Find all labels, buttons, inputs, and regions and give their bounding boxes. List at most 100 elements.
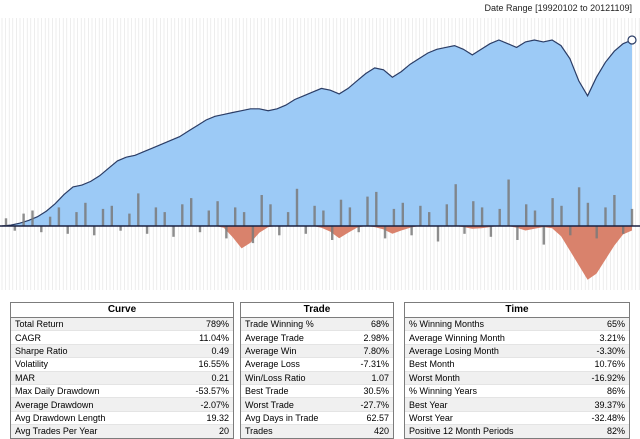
trade-bar [216, 201, 219, 226]
stat-value: 0.49 [170, 344, 233, 359]
stat-value: 0.21 [170, 371, 233, 385]
trade-bar [278, 226, 281, 236]
stat-value: 82% [570, 424, 629, 438]
curve-stat-row: CAGR 11.04% [11, 330, 233, 345]
stat-value: 19.32 [170, 411, 233, 426]
time-stat-row: Average Losing Month -3.30% [405, 344, 629, 359]
trade-bar [375, 191, 378, 226]
stat-value: 7.80% [347, 344, 393, 359]
equity-end-marker [627, 35, 637, 45]
curve-stat-row: Avg Trades Per Year 20 [11, 424, 233, 438]
stat-label: Best Year [405, 397, 571, 412]
trade-bar [569, 226, 572, 236]
trade-bar [163, 212, 166, 227]
stat-label: MAR [11, 371, 171, 385]
trade-bar [577, 187, 581, 227]
trade-bar [225, 226, 228, 239]
stat-label: Trade Winning % [241, 318, 348, 332]
stat-value: -27.7% [347, 397, 393, 412]
trade-bar [22, 213, 25, 226]
trade-bar [110, 205, 113, 226]
trade-bar [331, 226, 334, 240]
trade-bar [480, 207, 484, 226]
trade-stat-row: Average Loss -7.31% [241, 357, 393, 372]
trade-stats-panel: Trade Trade Winning % 68% Average Trade 2.9… [240, 302, 394, 439]
curve-stat-row: MAR 0.21 [11, 371, 233, 385]
equity-chart-svg [0, 18, 640, 290]
stat-label: Best Month [405, 357, 571, 372]
trade-bar [436, 226, 440, 242]
stat-label: Average Drawdown [11, 397, 171, 412]
trade-bar [286, 212, 290, 227]
trade-bar [198, 226, 202, 233]
curve-stats-table: Total Return 789% CAGR 11.04% Sharpe Ratio 0.… [11, 318, 233, 438]
stat-value: 10.76% [570, 357, 629, 372]
time-stat-row: % Winning Years 86% [405, 384, 629, 399]
stat-label: Worst Year [405, 411, 571, 426]
stat-value: 2.98% [347, 330, 393, 345]
trade-bar [595, 226, 598, 239]
trade-stat-row: Trades 420 [241, 424, 393, 438]
trade-bar [348, 207, 352, 226]
trade-bar [313, 205, 316, 226]
stat-value: 3.21% [570, 330, 629, 345]
trade-bar [269, 204, 272, 226]
trade-bar [172, 226, 175, 237]
trade-bar [454, 184, 457, 227]
trade-bar [604, 207, 607, 226]
stat-value: 11.04% [170, 330, 233, 345]
trade-bar [586, 202, 590, 227]
equity-curve-area [2, 40, 632, 226]
trade-bar [260, 195, 263, 226]
time-stat-row: % Winning Months 65% [405, 318, 629, 332]
stat-value: 39.37% [570, 397, 629, 412]
trade-bar [428, 212, 431, 227]
curve-stat-row: Total Return 789% [11, 318, 233, 332]
trade-bar [57, 207, 61, 226]
stat-label: Average Losing Month [405, 344, 571, 359]
trade-bar [339, 199, 343, 227]
stat-value: -2.07% [170, 397, 233, 412]
trade-bar [93, 226, 96, 236]
trade-bar [119, 226, 122, 231]
trade-bar [630, 208, 634, 226]
trade-bar [154, 207, 158, 226]
trade-bar [137, 193, 140, 226]
stat-label: Avg Drawdown Length [11, 411, 171, 426]
trade-bar [31, 210, 34, 226]
trade-bar [419, 205, 422, 226]
trade-bar [84, 202, 87, 227]
trade-stat-row: Average Win 7.80% [241, 344, 393, 359]
stat-value: 86% [570, 384, 629, 399]
stat-label: Average Win [241, 344, 348, 359]
time-stat-row: Average Winning Month 3.21% [405, 330, 629, 345]
stat-label: % Winning Years [405, 384, 571, 399]
trade-bar [128, 213, 131, 226]
trade-bar [560, 205, 563, 226]
curve-stats-panel: Curve Total Return 789% CAGR 11.04% Sharpe R… [10, 302, 234, 439]
trade-bar [101, 208, 105, 226]
trade-bar [613, 195, 616, 226]
time-stat-row: Best Month 10.76% [405, 357, 629, 372]
time-stats-panel: Time % Winning Months 65% Average Winning … [404, 302, 630, 439]
stat-label: Avg Trades Per Year [11, 424, 171, 438]
time-stat-row: Worst Month -16.92% [405, 371, 629, 385]
curve-stat-row: Avg Drawdown Length 19.32 [11, 411, 233, 426]
stat-value: 16.55% [170, 357, 233, 372]
trade-bar [525, 204, 528, 226]
curve-stat-row: Sharpe Ratio 0.49 [11, 344, 233, 359]
equity-chart [0, 18, 640, 290]
trade-stat-row: Trade Winning % 68% [241, 318, 393, 332]
stat-value: 20 [170, 424, 233, 438]
trade-bar [551, 198, 554, 226]
trade-bar [48, 216, 52, 226]
trade-bar [251, 226, 255, 244]
trade-bar [472, 201, 475, 226]
trade-bar [75, 212, 78, 227]
trade-bar [181, 204, 184, 226]
trade-bar [410, 226, 413, 236]
time-stat-row: Best Year 39.37% [405, 397, 629, 412]
stat-value: 789% [170, 318, 233, 332]
trade-bar [145, 226, 149, 234]
stat-value: 62.57 [347, 411, 393, 426]
